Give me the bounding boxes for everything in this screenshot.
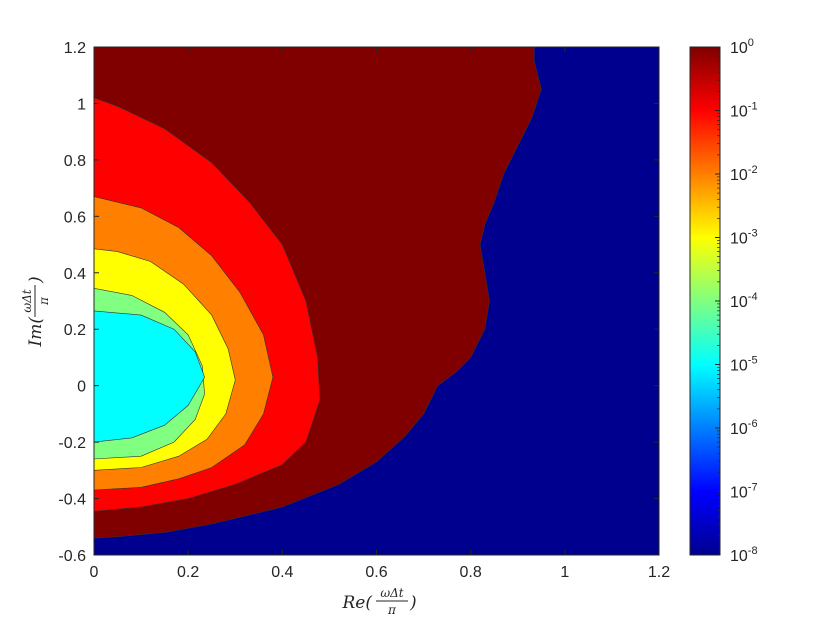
contour-regions	[94, 47, 542, 539]
colorbar-ticks: 100 10-1 10-2 10-3 10-4 10-5 10-6 10-7 10-8	[715, 37, 758, 565]
x-tick-label: 0.2	[177, 564, 199, 581]
x-axis-label-suffix: )	[409, 593, 417, 613]
colorbar: 100 10-1 10-2 10-3 10-4 10-5 10-6 10-7 10-8	[689, 37, 758, 565]
x-tick-label: 0	[90, 564, 99, 581]
x-tick-label: 0.8	[460, 564, 482, 581]
contour-region-5	[94, 310, 205, 443]
colorbar-tick-label: 10-2	[730, 164, 758, 184]
y-axis-label: Im( ωΔt π )	[20, 276, 51, 347]
y-tick-label: 0.6	[64, 209, 86, 226]
x-axis-label-denominator: π	[387, 603, 397, 617]
x-tick-label: 1.2	[648, 564, 670, 581]
y-tick-label: 1	[77, 96, 86, 113]
y-tick-label: 0.4	[64, 266, 86, 283]
y-tick-label: -0.6	[58, 548, 86, 565]
y-axis-label-denominator: π	[37, 296, 51, 306]
y-axis-ticks: 1.2 1 0.8 0.6 0.4 0.2 0 -0.2 -0.4 -0.6	[58, 40, 659, 565]
y-tick-label: 0.2	[64, 322, 86, 339]
colorbar-tick-label: 100	[730, 37, 754, 57]
x-axis-label-prefix: Re(	[342, 593, 373, 613]
y-tick-label: -0.4	[58, 492, 86, 509]
y-tick-label: 0.8	[64, 153, 86, 170]
x-axis-ticks: 0 0.2 0.4 0.6 0.8 1 1.2	[90, 47, 670, 581]
x-tick-label: 0.4	[271, 564, 293, 581]
y-axis-label-numerator: ωΔt	[20, 289, 34, 312]
colorbar-tick-label: 10-8	[730, 545, 758, 565]
colorbar-tick-label: 10-5	[730, 355, 758, 375]
colorbar-tick-label: 10-3	[730, 228, 758, 248]
colorbar-tick-label: 10-4	[730, 291, 758, 311]
y-tick-label: 1.2	[64, 40, 86, 57]
y-tick-label: -0.2	[58, 435, 86, 452]
colorbar-tick-label: 10-7	[730, 482, 758, 502]
colorbar-tick-label: 10-1	[730, 101, 758, 121]
x-tick-label: 1	[560, 564, 569, 581]
y-tick-label: 0	[77, 379, 86, 396]
x-axis-label: Re( ωΔt π )	[342, 586, 417, 617]
x-axis-label-numerator: ωΔt	[380, 586, 403, 600]
plot-area	[93, 46, 660, 556]
y-axis-label-prefix: Im(	[26, 317, 46, 348]
x-tick-label: 0.6	[365, 564, 387, 581]
y-axis-label-suffix: )	[26, 276, 46, 284]
colorbar-tick-label: 10-6	[730, 418, 758, 438]
